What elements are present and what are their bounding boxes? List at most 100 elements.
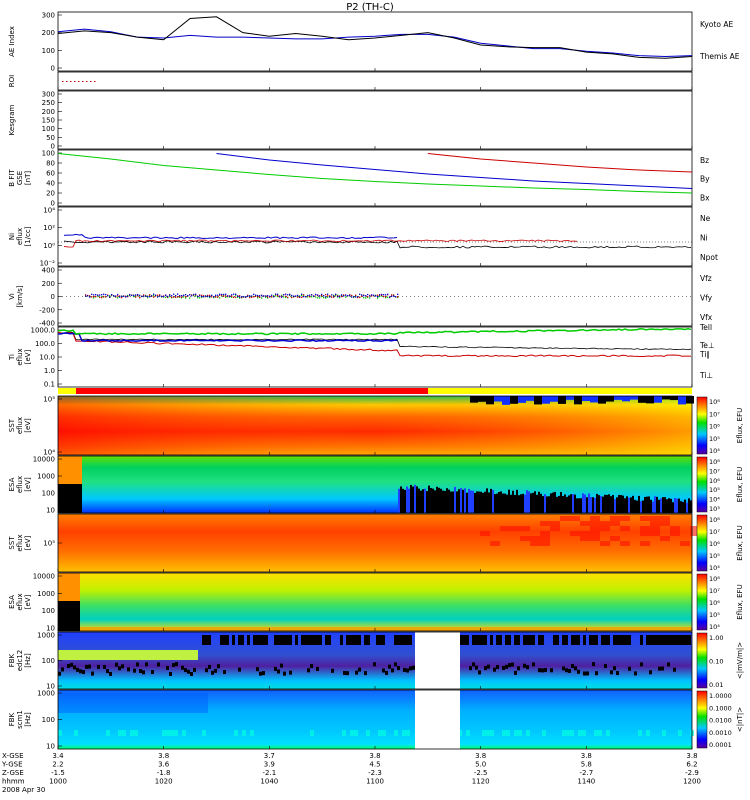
colorbar-tick: 10⁵ — [709, 435, 720, 443]
vi-point — [189, 294, 191, 296]
footer-value: 5.0 — [475, 761, 486, 769]
footer-value: 1200 — [683, 778, 701, 786]
spectrogram-cell — [355, 670, 358, 675]
vi-point — [97, 294, 99, 296]
vi-point — [277, 293, 279, 295]
ti-par-line — [57, 328, 692, 336]
vi-point — [277, 295, 279, 298]
vi-point — [353, 295, 355, 298]
axis-label: GSE — [16, 171, 24, 185]
spectrogram-cell — [670, 531, 680, 536]
spectrogram-cell — [446, 488, 448, 513]
footer-value: 1020 — [155, 778, 173, 786]
spectrogram-cell — [660, 536, 670, 541]
tell-line — [57, 331, 692, 351]
spectrogram-cell — [614, 396, 622, 400]
vi-point — [173, 293, 175, 295]
vi-point — [159, 295, 161, 297]
vi-point — [329, 295, 331, 297]
spectrogram-cell — [624, 498, 626, 513]
spectrogram-cell — [565, 635, 568, 645]
vi-point — [155, 295, 157, 297]
spectrogram-cell — [280, 663, 283, 668]
spectrogram-cell — [289, 670, 292, 675]
vi-point — [309, 296, 311, 298]
spectrogram-cell — [600, 496, 602, 513]
spectrogram-cell — [652, 501, 654, 513]
spectrogram-cell — [442, 490, 444, 513]
spectrogram-cell — [262, 671, 265, 676]
vi-point — [393, 295, 395, 297]
vi-point — [225, 293, 227, 295]
spectrogram-cell — [604, 664, 607, 669]
vi-point — [183, 296, 185, 298]
spectrogram — [58, 632, 692, 689]
spectrogram-cell — [589, 635, 592, 645]
spectrogram-cell — [614, 499, 616, 513]
spectrogram-cell — [604, 635, 607, 645]
vi-point — [329, 296, 331, 298]
vi-point — [231, 295, 233, 297]
spectrogram-cell — [500, 491, 502, 513]
vi-point — [89, 295, 91, 297]
spectrogram-cell — [690, 531, 700, 536]
spectrogram-cell — [542, 730, 546, 736]
spectrogram-cell — [670, 526, 680, 531]
spectrogram-cell — [550, 521, 560, 526]
tick-label: 100 — [42, 716, 55, 724]
spectrogram-cell — [630, 497, 632, 513]
spectrogram-cell — [166, 665, 169, 670]
vi-point — [141, 295, 143, 298]
legend-entry: Ni — [700, 233, 708, 242]
footer-value: 1000 — [49, 778, 67, 786]
legend-entry: Ti∥ — [699, 350, 710, 359]
spectrogram-cell — [610, 521, 620, 526]
vi-point — [143, 295, 145, 297]
vi-point — [297, 296, 299, 298]
spectrogram-cell — [496, 493, 498, 513]
plot-title: P2 (TH-C) — [346, 2, 394, 13]
spectrogram-cell — [604, 494, 606, 513]
tick-label: 10⁰ — [43, 242, 55, 250]
roi-dot — [74, 81, 76, 82]
spectrogram-cell — [400, 635, 403, 645]
b-bz — [427, 153, 693, 173]
axis-label: [nT] — [24, 171, 32, 185]
spectrogram-cell — [523, 663, 526, 668]
vi-point — [367, 293, 369, 296]
spectrogram-cell — [658, 635, 661, 645]
ni-line — [63, 240, 692, 249]
vi-point — [153, 293, 155, 295]
spectrogram-cell — [520, 494, 522, 513]
vi-point — [377, 296, 379, 298]
axis-label: B FIT — [8, 169, 16, 187]
spectrogram-cell — [577, 669, 580, 674]
spectrogram-cell — [556, 635, 559, 645]
b-bx — [216, 153, 693, 189]
vi-point — [153, 294, 155, 297]
vi-point — [199, 294, 201, 296]
spectrogram-cell — [570, 531, 580, 536]
spectrogram-cell — [668, 498, 670, 513]
spectrogram-cell — [574, 396, 582, 405]
vi-point — [205, 295, 207, 297]
vi-point — [341, 295, 343, 298]
spectrogram-cell — [688, 635, 691, 645]
spectrogram-cell — [342, 730, 346, 736]
spectrogram-cell — [394, 662, 397, 667]
spectrogram-cell — [680, 541, 690, 546]
spectrogram-cell — [530, 541, 540, 546]
vi-point — [221, 293, 223, 296]
spectrogram-cell — [426, 491, 428, 513]
spectrogram-cell — [670, 498, 672, 513]
vi-point — [111, 293, 113, 296]
spectrogram-cell — [532, 492, 534, 513]
vi-point — [261, 297, 263, 299]
spectrogram-cell — [618, 494, 620, 513]
spectrogram-cell — [58, 650, 198, 660]
vi-point — [179, 296, 181, 299]
spectrogram-overlay — [58, 396, 692, 455]
axis-label: edc12 — [16, 650, 24, 672]
spectrogram-cell — [529, 635, 532, 645]
vi-point — [169, 294, 171, 296]
